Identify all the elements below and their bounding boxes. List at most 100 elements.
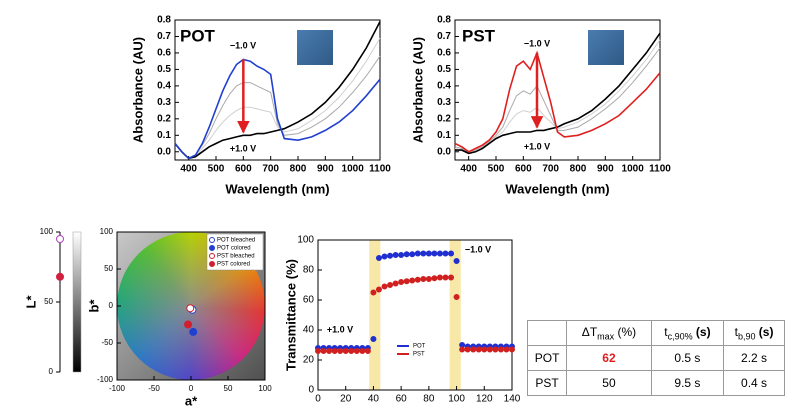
x-tick-label: 900	[597, 164, 614, 175]
data-point	[381, 253, 388, 260]
data-point	[497, 346, 504, 353]
data-point	[375, 286, 382, 293]
spectrum-line	[454, 39, 661, 154]
plot-frame	[454, 19, 661, 161]
data-point	[186, 304, 195, 313]
y-axis-title: Transmittance (%)	[283, 259, 298, 371]
y-tick-label: 0.5	[437, 64, 451, 75]
data-point	[320, 348, 327, 354]
y-tick-label: 0.3	[157, 97, 171, 108]
annotation: −1.0 V	[524, 38, 550, 48]
data-point	[56, 235, 64, 243]
data-point	[436, 274, 443, 281]
data-point	[353, 348, 360, 354]
legend-label: POT colored	[217, 246, 251, 252]
y-tick-label: 0.1	[157, 130, 171, 141]
x-tick-label: 0	[315, 394, 321, 405]
y-axis-title: b*	[86, 299, 101, 313]
header-unit: (%)	[614, 324, 637, 339]
data-point	[387, 282, 394, 288]
data-point	[331, 348, 338, 354]
legend-label: POT	[413, 344, 426, 350]
x-tick-label: 800	[290, 164, 307, 175]
x-axis-title: Wavelength (nm)	[225, 181, 329, 196]
cell: 9.5 s	[650, 370, 725, 396]
header-symbol: ΔT	[581, 324, 598, 339]
data-point	[326, 348, 333, 354]
legend-swatch	[209, 245, 215, 251]
x-tick-label: 600	[515, 164, 532, 175]
x-tick-label: 700	[262, 164, 279, 175]
x-tick-label: 800	[570, 164, 587, 175]
spectrum-line	[454, 47, 661, 154]
x-tick-label: 500	[208, 164, 225, 175]
x-tick-label: 600	[235, 164, 252, 175]
cell: 62	[566, 345, 652, 371]
header-cell: ΔTmax (%)	[566, 320, 652, 346]
data-point	[425, 276, 432, 282]
spectrum-line	[174, 58, 381, 160]
corner-cell	[526, 320, 568, 346]
x-tick-label: 900	[317, 164, 334, 175]
data-point	[492, 346, 499, 353]
annotation: +1.0 V	[327, 324, 353, 334]
legend-label: POT bleached	[217, 238, 255, 244]
y-tick-label: 0.1	[437, 130, 451, 141]
y-tick-label: 0	[109, 301, 114, 310]
x-tick-label: 700	[542, 164, 559, 175]
y-tick-label: 0.4	[437, 81, 451, 92]
data-point	[425, 250, 432, 257]
plot-frame	[174, 19, 381, 161]
x-tick-label: -50	[148, 384, 160, 393]
data-point	[459, 346, 466, 353]
row-label: PST	[526, 370, 568, 396]
legend-swatch	[209, 253, 215, 259]
y-tick-label: 20	[303, 355, 315, 366]
data-point	[409, 251, 416, 258]
y-tick-label: 100	[297, 235, 314, 246]
x-tick-label: 1100	[649, 164, 671, 175]
y-tick-label: 0.0	[157, 146, 171, 157]
data-point	[431, 250, 438, 257]
data-point	[420, 250, 427, 257]
y-tick-label: -100	[97, 375, 114, 384]
summary-table: ΔTmax (%) tc,90% (s) tb,90 (s) POT 62 0.…	[526, 320, 785, 396]
spectrum-line	[454, 50, 661, 153]
data-point	[398, 279, 405, 285]
annotation: +1.0 V	[230, 143, 256, 153]
data-point	[436, 250, 443, 257]
y-axis-title: Absorbance (AU)	[410, 37, 425, 143]
data-point	[414, 250, 421, 257]
data-point	[431, 275, 438, 282]
x-tick-label: 20	[340, 394, 352, 405]
x-tick-label: 100	[258, 384, 272, 393]
data-point	[370, 336, 377, 342]
x-tick-label: 1000	[622, 164, 645, 175]
y-tick-label: 40	[303, 325, 315, 336]
x-tick-label: 80	[423, 394, 435, 405]
data-point	[364, 348, 371, 354]
header-row: ΔTmax (%) tc,90% (s) tb,90 (s)	[526, 320, 785, 346]
data-point	[453, 294, 460, 300]
data-point	[315, 348, 321, 354]
legend-label: PST bleached	[217, 254, 255, 260]
y-tick-label: 0.8	[157, 15, 171, 26]
x-axis-title: Wavelength (nm)	[505, 181, 609, 196]
inset-photo	[297, 30, 333, 65]
data-point	[375, 255, 382, 261]
inset-photo	[588, 30, 624, 65]
shaded-region	[369, 240, 381, 390]
x-tick-label: -100	[109, 384, 126, 393]
data-point	[470, 346, 477, 353]
panel-label: PST	[462, 26, 496, 45]
y-tick-label: 0.6	[437, 48, 451, 59]
cell: 2.2 s	[723, 345, 785, 371]
plot-frame	[317, 239, 513, 391]
data-point	[448, 250, 455, 257]
legend-swatch	[209, 237, 215, 243]
data-point	[403, 251, 410, 258]
data-point	[475, 346, 482, 353]
y-tick-label: 60	[303, 295, 315, 306]
y-tick-label: 0	[49, 367, 54, 376]
